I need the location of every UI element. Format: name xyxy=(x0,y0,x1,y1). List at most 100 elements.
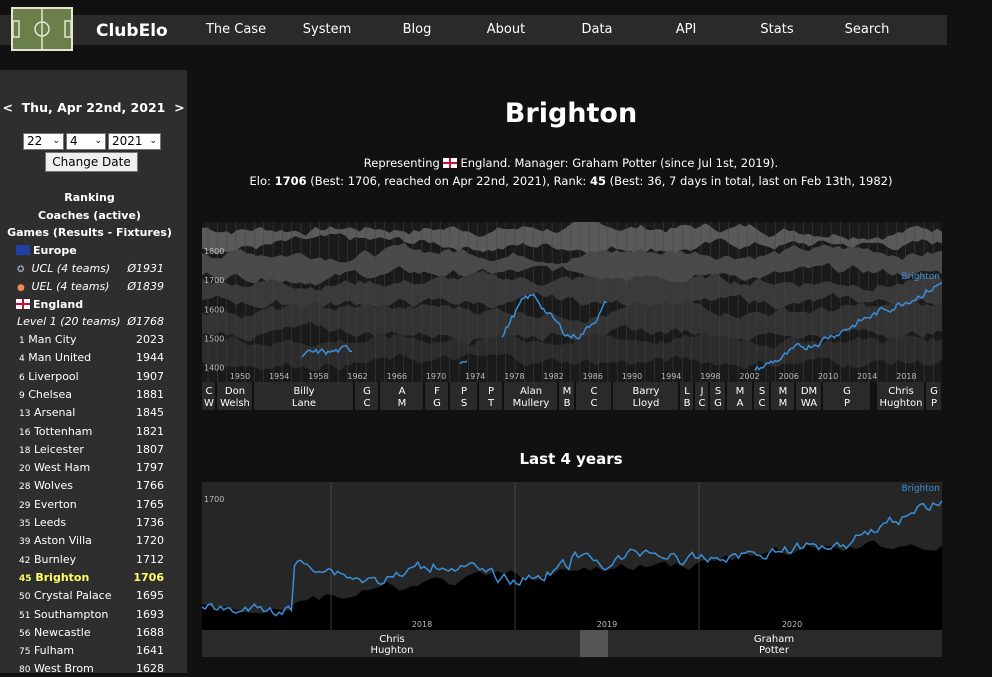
uel-link[interactable]: ● UEL (4 teams) Ø1839 xyxy=(17,280,164,293)
manager-box[interactable]: PT xyxy=(479,382,502,410)
nav-data[interactable]: Data xyxy=(581,22,613,37)
manager-box[interactable]: MM xyxy=(771,382,794,410)
nav-blog[interactable]: Blog xyxy=(402,22,432,37)
club-title: Brighton xyxy=(504,98,638,129)
manager-box[interactable]: SG xyxy=(710,382,725,410)
x-tick-label: 2002 xyxy=(739,372,759,381)
ranking-link[interactable]: Ranking xyxy=(64,191,115,204)
x-tick-label: 2018 xyxy=(896,372,916,381)
series-label: Brighton xyxy=(901,272,940,282)
team-row[interactable]: 42 Burnley 1712 xyxy=(19,552,164,566)
level1-link[interactable]: Level 1 (20 teams) Ø1768 xyxy=(17,315,164,328)
team-row[interactable]: 50 Crystal Palace 1695 xyxy=(19,589,164,603)
manager-box[interactable]: SC xyxy=(754,382,769,410)
svg-text:A: A xyxy=(399,386,406,397)
y-tick-label: 1700 xyxy=(204,495,224,504)
team-row[interactable]: 4 Man United 1944 xyxy=(19,351,164,365)
nav-stats[interactable]: Stats xyxy=(760,22,794,37)
europe-link[interactable]: Europe xyxy=(0,242,187,259)
team-row[interactable]: 35 Leeds 1736 xyxy=(19,516,164,529)
team-row[interactable]: 45 Brighton 1706 xyxy=(19,570,164,584)
manager-box[interactable]: CW xyxy=(202,382,215,410)
x-tick-label: 1962 xyxy=(347,372,367,381)
nav-api[interactable]: API xyxy=(675,22,697,37)
team-row[interactable]: 1 Man City 2023 xyxy=(19,333,164,346)
team-row[interactable]: 29 Everton 1765 xyxy=(19,497,164,511)
manager-box[interactable]: MB xyxy=(559,382,574,410)
y-tick-label: 1600 xyxy=(204,305,224,314)
y-tick-label: 1800 xyxy=(204,247,224,256)
team-row[interactable]: 18 Leicester 1807 xyxy=(19,442,164,456)
england-link[interactable]: England xyxy=(0,296,187,313)
x-tick-label: 1978 xyxy=(504,372,524,381)
svg-text:S: S xyxy=(715,386,721,397)
team-row[interactable]: 16 Tottenham 1821 xyxy=(19,424,164,438)
nav-about[interactable]: About xyxy=(486,22,526,37)
team-row[interactable]: 28 Wolves 1766 xyxy=(19,479,164,493)
manager-box[interactable]: CC xyxy=(576,382,611,410)
svg-text:Chris: Chris xyxy=(888,386,913,397)
manager-box[interactable]: GP xyxy=(823,382,870,410)
team-row[interactable]: 56 Newcastle 1688 xyxy=(19,625,164,639)
svg-text:C: C xyxy=(206,386,213,397)
svg-text:Hughton: Hughton xyxy=(880,398,923,409)
team-row[interactable]: 6 Liverpool 1907 xyxy=(19,369,164,383)
country-link[interactable]: England xyxy=(460,156,508,170)
nav-the-case[interactable]: The Case xyxy=(205,22,267,37)
prev-day-button[interactable]: < xyxy=(2,100,13,115)
svg-text:Barry: Barry xyxy=(633,386,660,397)
svg-text:G: G xyxy=(843,386,851,397)
ucl-link[interactable]: ✪ UCL (4 teams) Ø1931 xyxy=(17,262,164,275)
svg-text:Don: Don xyxy=(225,386,245,397)
coaches-link[interactable]: Coaches (active) xyxy=(38,209,141,222)
club-representing-info: Representing England. Manager: Graham Po… xyxy=(363,156,779,170)
manager-box[interactable]: LB xyxy=(680,382,693,410)
svg-text:C: C xyxy=(591,398,598,409)
team-row[interactable]: 51 Southampton 1693 xyxy=(19,607,164,621)
team-row[interactable]: 75 Fulham 1641 xyxy=(19,644,164,658)
svg-text:S: S xyxy=(461,398,467,409)
manager-box[interactable]: PS xyxy=(450,382,477,410)
manager-box[interactable]: JC xyxy=(695,382,708,410)
brand-title[interactable]: ClubElo xyxy=(96,21,168,41)
next-day-button[interactable]: > xyxy=(174,100,185,115)
nav-system[interactable]: System xyxy=(302,22,352,37)
svg-text:Lane: Lane xyxy=(292,398,316,409)
nav-search[interactable]: Search xyxy=(844,22,890,37)
year-select[interactable]: 2021 ⌄ xyxy=(108,133,161,150)
clubelo-logo[interactable] xyxy=(11,7,73,51)
manager-box[interactable]: GC xyxy=(355,382,378,410)
month-select[interactable]: 4 ⌄ xyxy=(66,133,106,150)
manager-box[interactable]: GP xyxy=(926,382,941,410)
manager-box[interactable]: MA xyxy=(727,382,752,410)
change-date-button[interactable]: Change Date xyxy=(45,152,138,172)
svg-text:P: P xyxy=(931,398,937,409)
team-row[interactable]: 80 West Brom 1628 xyxy=(19,662,164,676)
games-link[interactable]: Games (Results - Fixtures) xyxy=(7,226,172,239)
svg-text:Graham: Graham xyxy=(754,634,794,645)
manager-box[interactable]: AM xyxy=(380,382,423,410)
team-row[interactable]: 39 Aston Villa 1720 xyxy=(19,534,164,548)
x-tick-label: 2018 xyxy=(412,620,432,629)
team-row[interactable]: 20 West Ham 1797 xyxy=(19,461,164,475)
team-row[interactable]: 9 Chelsea 1881 xyxy=(19,387,164,401)
x-tick-label: 1986 xyxy=(583,372,603,381)
day-select[interactable]: 22 ⌄ xyxy=(23,133,64,150)
chevron-down-icon: ⌄ xyxy=(149,136,157,146)
x-tick-label: 2014 xyxy=(857,372,877,381)
distribution-band xyxy=(202,242,942,289)
svg-text:Lloyd: Lloyd xyxy=(633,398,660,409)
svg-text:DM: DM xyxy=(801,386,817,397)
team-row[interactable]: 13 Arsenal 1845 xyxy=(19,406,164,420)
svg-text:M: M xyxy=(779,398,788,409)
manager-box[interactable]: FG xyxy=(425,382,448,410)
pitch-icon xyxy=(12,9,72,49)
